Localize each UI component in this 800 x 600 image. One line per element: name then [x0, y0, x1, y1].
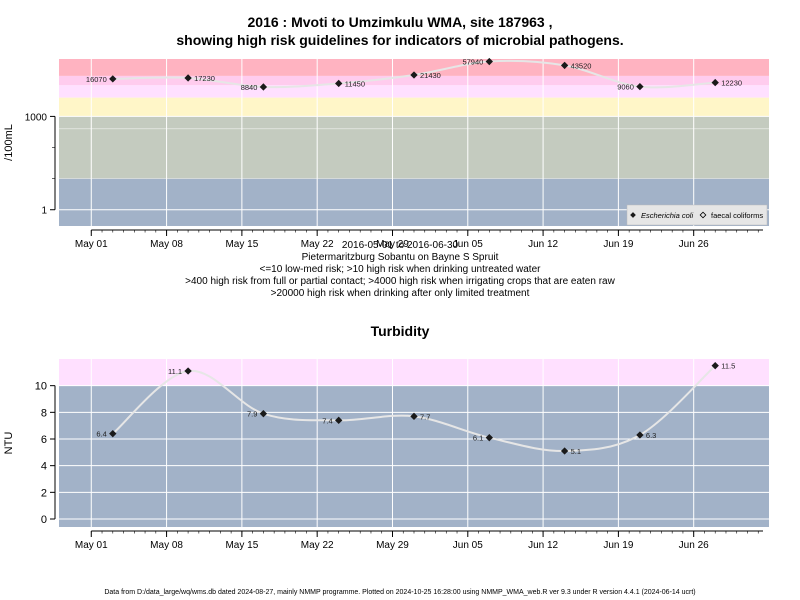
footer-note: Data from D:/data_large/wq/wms.db dated … — [104, 589, 696, 596]
y-tick-label: 10 — [35, 381, 47, 393]
data-label: 17230 — [194, 74, 215, 83]
y-tick-label: 1 — [41, 206, 47, 217]
data-label: 7.4 — [322, 416, 332, 425]
risk-band — [59, 116, 769, 129]
y-tick-label: 1000 — [25, 112, 48, 123]
x-tick-label: May 29 — [376, 239, 409, 250]
data-label: 6.4 — [96, 430, 106, 439]
risk-band — [59, 85, 769, 98]
data-point — [636, 431, 644, 439]
data-label: 7.7 — [420, 412, 430, 421]
x-tick-label: Jun 19 — [603, 540, 633, 551]
risk-band — [59, 75, 769, 86]
x-tick-label: May 15 — [225, 540, 258, 551]
data-point — [636, 82, 644, 91]
caption-site: Pietermaritzburg Sobantu on Bayne S Spru… — [301, 252, 499, 263]
y-axis-label: NTU — [3, 432, 15, 455]
data-point — [560, 447, 569, 455]
x-tick-label: Jun 12 — [528, 239, 558, 250]
caption-guideline-treatment: >20000 high risk when drinking after onl… — [270, 288, 530, 299]
data-label: 43520 — [571, 61, 592, 70]
data-point — [109, 75, 117, 83]
x-tick-label: May 29 — [376, 540, 409, 551]
turbidity-title: Turbidity — [370, 323, 430, 339]
legend-label-faecal: faecal coliforms — [711, 211, 763, 220]
microbial-chart: May 01 May 08 May 15 May 22 May 29 Jun 05 Jun … — [3, 58, 769, 250]
legend-label-ecoli: Escherichia coli — [641, 211, 693, 220]
caption-guideline-contact: >400 high risk from full or partial cont… — [185, 276, 615, 287]
risk-band — [59, 97, 769, 117]
x-tick-label: Jun 05 — [453, 239, 483, 250]
data-label: 6.3 — [646, 431, 656, 440]
legend-marker-faecal — [699, 211, 707, 219]
data-point — [184, 74, 192, 82]
y-axis-label: /100mL — [3, 124, 15, 161]
x-tick-label: May 08 — [150, 239, 183, 250]
y-tick-label: 4 — [41, 461, 47, 473]
y-tick-label: 8 — [41, 407, 47, 419]
main-title-line-1: 2016 : Mvoti to Umzimkulu WMA, site 1879… — [247, 14, 553, 30]
data-point — [485, 433, 493, 442]
caption-date-range: 2016-05-01 to 2016-06-30 — [341, 240, 459, 251]
turbidity-chart: May 01 May 08 May 15 May 22 May 29 Jun 05 Jun … — [3, 359, 769, 551]
data-label: 9060 — [617, 83, 634, 92]
x-tick-label: Jun 05 — [453, 540, 483, 551]
data-label: 57940 — [462, 58, 483, 67]
data-point — [711, 361, 719, 370]
data-label: 7.9 — [247, 410, 257, 419]
data-point — [560, 61, 569, 70]
data-label: 16070 — [86, 75, 107, 84]
x-tick-label: May 08 — [150, 540, 183, 551]
risk-band — [59, 359, 769, 386]
x-tick-label: May 22 — [301, 540, 334, 551]
legend-box — [626, 204, 768, 226]
x-tick-label: May 01 — [75, 540, 108, 551]
x-tick-label: Jun 19 — [603, 239, 633, 250]
data-point — [184, 367, 192, 375]
data-label: 11.1 — [168, 367, 182, 376]
data-label: 11450 — [345, 79, 365, 88]
x-tick-label: May 01 — [75, 239, 108, 250]
main-title-line-2: showing high risk guidelines for indicat… — [176, 32, 624, 48]
data-point — [410, 71, 418, 79]
data-point — [485, 57, 493, 66]
legend-marker-ecoli — [630, 212, 636, 218]
x-tick-label: Jun 26 — [679, 239, 709, 250]
y-tick-label: 2 — [41, 487, 47, 499]
data-label: 5.1 — [571, 447, 581, 456]
data-label: 21430 — [420, 71, 441, 80]
data-point — [259, 409, 268, 418]
data-label: 6.1 — [473, 434, 483, 443]
y-tick-label: 0 — [41, 514, 47, 526]
x-tick-label: Jun 12 — [528, 540, 558, 551]
data-label: 8840 — [241, 83, 258, 92]
x-tick-label: Jun 26 — [679, 540, 709, 551]
risk-band — [59, 128, 769, 179]
risk-band — [59, 385, 769, 527]
x-tick-label: May 22 — [301, 239, 334, 250]
y-tick-label: 6 — [41, 434, 47, 446]
data-label: 12230 — [721, 79, 742, 88]
risk-band — [59, 59, 769, 76]
caption-guideline-drinking: <=10 low-med risk; >10 high risk when dr… — [259, 264, 541, 275]
data-point — [410, 412, 418, 421]
data-point — [335, 79, 343, 88]
x-tick-label: May 15 — [225, 239, 258, 250]
data-point — [335, 416, 343, 425]
data-point — [259, 83, 268, 91]
data-label: 11.5 — [721, 362, 735, 371]
